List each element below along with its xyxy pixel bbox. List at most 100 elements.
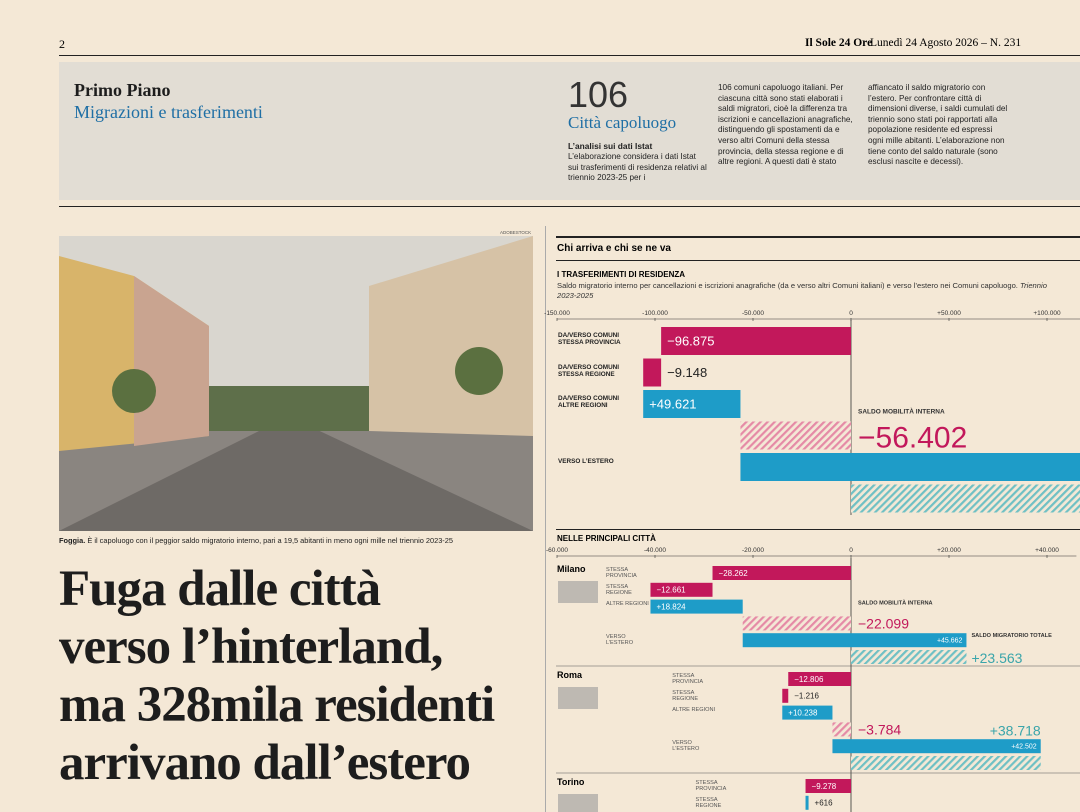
value-label: −12.806	[794, 675, 824, 684]
caption-text: È il capoluogo con il peggior saldo migr…	[87, 536, 453, 545]
saldo-value-label: +38.718	[990, 722, 1041, 738]
x-tick-label: +20.000	[937, 547, 961, 554]
building	[134, 276, 209, 446]
saldo-label: SALDO MOBILITÀ INTERNA	[858, 407, 945, 416]
issue-date: Lunedì 24 Agosto 2026 – N. 231	[870, 37, 1022, 49]
x-tick-label: +50.000	[937, 310, 961, 317]
x-tick-label: -40.000	[644, 547, 666, 554]
saldo-value-label: −3.784	[858, 721, 901, 737]
row-label: ALTRE REGIONI	[672, 706, 716, 713]
big-label: Città capoluogo	[568, 113, 677, 132]
rule	[556, 529, 1080, 530]
saldo-value-label: −22.099	[858, 615, 909, 631]
x-tick-label: -60.000	[546, 547, 568, 554]
headline-line: arrivano dall’estero	[59, 735, 471, 791]
bar	[712, 566, 851, 580]
bar	[650, 582, 713, 597]
x-tick-label: 0	[849, 547, 853, 554]
saldo-interno-bar	[832, 722, 851, 737]
x-tick-label: -20.000	[742, 547, 764, 554]
rule	[556, 260, 1080, 261]
page-number: 2	[59, 37, 65, 51]
bar	[782, 705, 833, 720]
x-tick-label: -150.000	[544, 310, 570, 317]
value-label: +42.502	[1011, 744, 1037, 751]
x-tick-label: 0	[849, 310, 853, 317]
value-label: +616	[815, 799, 834, 808]
x-tick-label: +40.000	[1035, 547, 1059, 554]
saldo-label: SALDO MOBILITÀ INTERNA	[858, 599, 933, 606]
tree	[455, 347, 503, 395]
saldo-totale-bar	[851, 484, 1080, 513]
bar	[643, 390, 741, 418]
chart-title: NELLE PRINCIPALI CITTÀ	[557, 534, 656, 543]
row-label: STESSA REGIONE	[695, 796, 722, 809]
row-label: STESSA PROVINCIA	[672, 673, 704, 685]
estero-bar	[742, 633, 967, 648]
city-icon	[558, 581, 598, 603]
bar	[661, 327, 851, 355]
row-label: STESSA REGIONE	[606, 583, 632, 596]
x-tick-label: +100.000	[1033, 310, 1061, 317]
trees	[209, 386, 369, 431]
row-label: DA/VERSO COMUNI STESSA REGIONE	[558, 363, 620, 378]
chart-title: I TRASFERIMENTI DI RESIDENZA	[557, 270, 686, 279]
value-label: +10.238	[788, 708, 818, 717]
photo-credit: ADOBESTOCK	[500, 230, 532, 235]
saldo-interno-bar	[740, 421, 851, 450]
city-name: Milano	[557, 564, 586, 574]
value-label: −28.262	[719, 569, 749, 578]
masthead: Il Sole 24 Ore	[805, 37, 873, 49]
value-label: −9.278	[812, 782, 837, 791]
caption-place: Foggia.	[59, 536, 86, 545]
row-label: STESSA PROVINCIA	[695, 780, 727, 792]
saldo-interno-bar	[742, 616, 851, 631]
value-label: −9.148	[667, 365, 707, 380]
row-label: VERSO L’ESTERO	[558, 458, 614, 465]
estero-bar	[740, 453, 1080, 481]
estero-bar	[832, 739, 1041, 754]
value-label: −1.216	[794, 692, 819, 701]
headline-line: ma 328mila residenti	[59, 677, 495, 733]
row-label: DA/VERSO COMUNI ALTRE REGIONI	[558, 395, 620, 410]
section-subtitle: Migrazioni e trasferimenti	[74, 102, 263, 122]
x-tick-label: -50.000	[742, 310, 764, 317]
intro-column: L’elaborazione considera i dati Istat su…	[568, 152, 707, 183]
saldo-value-label: −56.402	[858, 422, 967, 455]
value-label: −12.661	[656, 586, 686, 595]
row-label: ALTRE REGIONI	[606, 600, 649, 607]
row-label: DA/VERSO COMUNI STESSA PROVINCIA	[558, 332, 621, 347]
headline-line: Fuga dalle città	[59, 561, 381, 617]
city-name: Torino	[557, 777, 585, 787]
street	[59, 426, 533, 531]
value-label: +49.621	[649, 397, 696, 412]
rule	[556, 236, 1080, 238]
bar	[650, 599, 743, 614]
value-label: +18.824	[656, 602, 686, 611]
saldo-totale-bar	[851, 756, 1041, 770]
chart-section: Chi arriva e chi se ne va	[557, 243, 671, 254]
bar	[788, 672, 851, 686]
row-label: VERSO L’ESTERO	[672, 740, 700, 753]
chart-subtitle: Saldo migratorio interno per cancellazio…	[557, 281, 1047, 301]
photo	[59, 236, 533, 531]
saldo-totale-bar	[851, 650, 967, 664]
city-icon	[558, 794, 598, 812]
x-tick-label: -100.000	[642, 310, 668, 317]
rule	[59, 55, 1080, 56]
bar	[805, 795, 809, 810]
big-number: 106	[568, 74, 629, 115]
row-label: STESSA PROVINCIA	[606, 567, 637, 579]
row-label: STESSA REGIONE	[672, 689, 699, 702]
saldo-value-label: +23.563	[971, 650, 1022, 666]
intro-column: affiancato il saldo migratorio con l’est…	[868, 83, 1008, 167]
value-label: +45.662	[937, 638, 963, 645]
bar	[805, 779, 851, 793]
city-icon	[558, 687, 598, 709]
headline-line: verso l’hinterland,	[59, 619, 443, 675]
section-title: Primo Piano	[74, 80, 171, 100]
city-name: Roma	[557, 670, 583, 680]
intro-heading: L’analisi sui dati Istat	[568, 141, 653, 151]
